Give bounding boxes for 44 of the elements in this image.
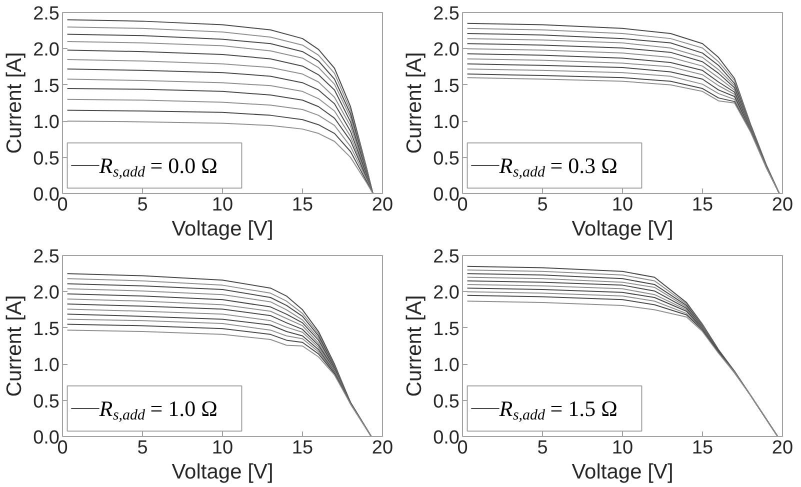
- x-axis-title: Voltage [V]: [572, 218, 674, 240]
- y-axis-title: Current [A]: [3, 52, 26, 154]
- x-tick-label: 20: [372, 194, 394, 216]
- x-tick-label: 20: [372, 438, 394, 458]
- y-tick-label: 2.0: [33, 40, 60, 61]
- y-tick-label: 0.5: [433, 148, 460, 170]
- y-tick-label: 0.5: [433, 391, 460, 412]
- y-tick-label: 2.5: [433, 246, 460, 268]
- x-tick-label: 15: [292, 438, 314, 458]
- y-tick-label: 1.5: [433, 318, 460, 340]
- y-tick-label: 2.5: [33, 4, 60, 24]
- y-tick-label: 2.0: [433, 40, 460, 61]
- x-tick-label: 5: [137, 194, 148, 216]
- x-tick-label: 5: [537, 438, 548, 458]
- y-axis-title: Current [A]: [403, 52, 426, 154]
- x-tick-label: 15: [292, 194, 314, 216]
- y-tick-label: 2.5: [33, 246, 60, 268]
- y-tick-label: 2.0: [33, 282, 60, 304]
- y-tick-label: 1.0: [33, 355, 60, 376]
- x-axis-title: Voltage [V]: [172, 218, 274, 240]
- x-tick-label: 10: [212, 194, 234, 216]
- y-tick-label: 0.5: [33, 391, 60, 412]
- x-tick-label: 10: [612, 438, 634, 458]
- y-tick-label: 1.0: [433, 112, 460, 134]
- y-tick-label: 1.5: [33, 318, 60, 340]
- x-axis-title: Voltage [V]: [172, 460, 274, 484]
- x-tick-label: 20: [772, 194, 794, 216]
- x-tick-label: 10: [612, 194, 634, 216]
- y-tick-label: 1.0: [33, 112, 60, 134]
- y-axis-title: Current [A]: [403, 295, 426, 397]
- x-tick-label: 5: [537, 194, 548, 216]
- y-tick-label: 2.5: [433, 4, 460, 24]
- x-tick-label: 10: [212, 438, 234, 458]
- y-tick-label: 1.5: [33, 76, 60, 97]
- y-axis-title: Current [A]: [3, 295, 26, 397]
- y-tick-label: 1.5: [433, 76, 460, 97]
- x-axis-title: Voltage [V]: [572, 460, 674, 484]
- x-tick-label: 15: [692, 194, 714, 216]
- x-tick-label: 15: [692, 438, 714, 458]
- y-tick-label: 2.0: [433, 282, 460, 304]
- y-tick-label: 1.0: [433, 355, 460, 376]
- x-tick-label: 20: [772, 438, 794, 458]
- x-tick-label: 5: [137, 438, 148, 458]
- y-tick-label: 0.5: [33, 148, 60, 170]
